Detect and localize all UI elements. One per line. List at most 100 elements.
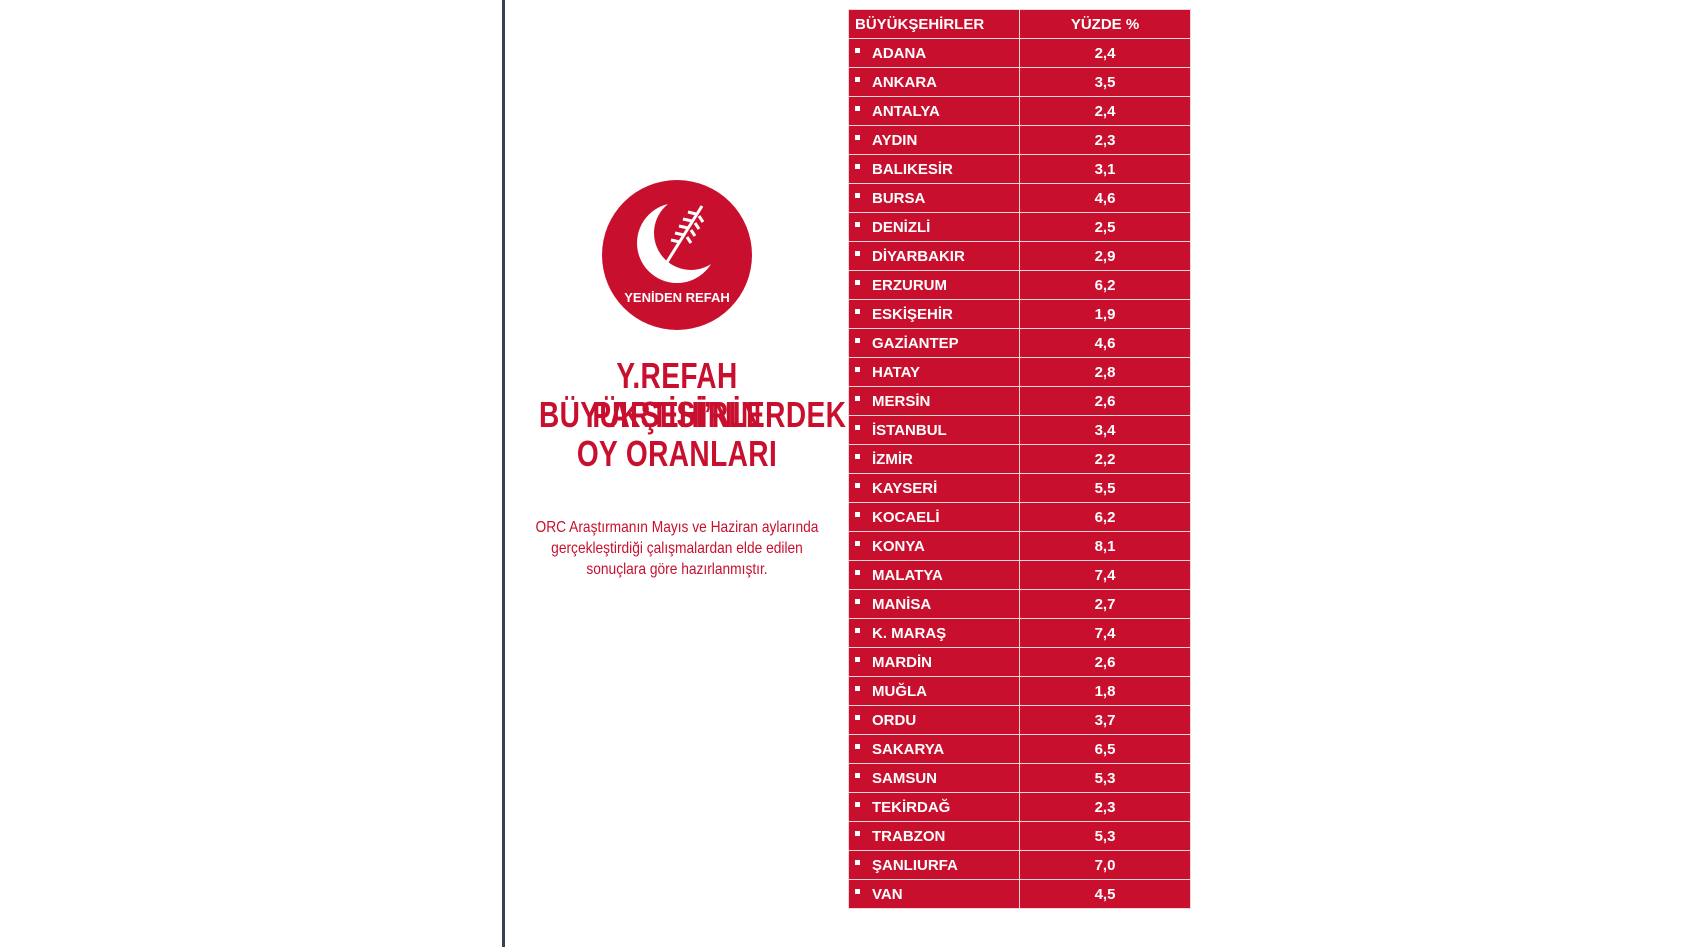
bullet [855,860,860,866]
city-name: ADANA [872,44,927,62]
city-cell: K. MARAŞ [848,618,1020,648]
city-cell: DİYARBAKIR [848,241,1020,271]
table-row: ŞANLIURFA 7,0 [848,850,1191,880]
city-name: ANKARA [872,73,937,91]
table-row: ORDU 3,7 [848,705,1191,735]
logo: YENİDEN REFAH [602,180,752,330]
city-cell: HATAY [848,357,1020,387]
table-row: ANKARA 3,5 [848,67,1191,97]
table-row: MALATYA 7,4 [848,560,1191,590]
city-cell: KONYA [848,531,1020,561]
city-cell: MANİSA [848,589,1020,619]
bullet [855,396,860,402]
table-row: HATAY 2,8 [848,357,1191,387]
table-row: MARDİN 2,6 [848,647,1191,677]
percent-cell: 4,5 [1019,879,1191,909]
percent-cell: 3,5 [1019,67,1191,97]
percent-cell: 4,6 [1019,328,1191,358]
table-row: VAN 4,5 [848,879,1191,909]
percent-cell: 5,5 [1019,473,1191,503]
bullet [855,773,860,779]
percent-cell: 1,8 [1019,676,1191,706]
city-name: ERZURUM [872,276,947,294]
city-name: K. MARAŞ [872,624,947,642]
note: ORC Araştırmanın Mayıs ve Haziran ayları… [535,519,819,536]
bullet [855,251,860,257]
city-name: GAZİANTEP [872,334,959,352]
percent-cell: 2,3 [1019,125,1191,155]
column-header: YÜZDE % [1019,9,1191,39]
bullet [855,889,860,895]
city-name: SAMSUN [872,769,938,787]
percent-cell: 2,2 [1019,444,1191,474]
percent-cell: 2,3 [1019,792,1191,822]
percent-cell: 3,4 [1019,415,1191,445]
city-cell: DENİZLİ [848,212,1020,242]
bullet [855,628,860,634]
city-name: DENİZLİ [872,218,931,236]
bullet [855,657,860,663]
percent-cell: 2,4 [1019,96,1191,126]
city-name: MUĞLA [872,682,927,700]
bullet [855,831,860,837]
table-row: ADANA 2,4 [848,38,1191,68]
table-row: ESKİŞEHİR 1,9 [848,299,1191,329]
city-cell: ŞANLIURFA [848,850,1020,880]
bullet [855,599,860,605]
bullet [855,570,860,576]
city-name: MARDİN [872,653,932,671]
city-cell: TEKİRDAĞ [848,792,1020,822]
table-row: KOCAELİ 6,2 [848,502,1191,532]
table-row: KONYA 8,1 [848,531,1191,561]
bullet [855,77,860,83]
percent-cell: 7,0 [1019,850,1191,880]
city-cell: MERSİN [848,386,1020,416]
table-row: İZMİR 2,2 [848,444,1191,474]
city-cell: BALIKESİR [848,154,1020,184]
bullet [855,802,860,808]
bullet [855,686,860,692]
city-cell: ADANA [848,38,1020,68]
bullet [855,106,860,112]
percent-cell: 6,5 [1019,734,1191,764]
table-row: BURSA 4,6 [848,183,1191,213]
table-row: KAYSERİ 5,5 [848,473,1191,503]
city-name: MANİSA [872,595,932,613]
city-name: DİYARBAKIR [872,247,965,265]
percent-cell: 6,2 [1019,502,1191,532]
column-header: BÜYÜKŞEHİRLER [848,9,1020,39]
city-name: SAKARYA [872,740,945,758]
city-name: ŞANLIURFA [872,856,958,874]
city-cell: ANKARA [848,67,1020,97]
bullet [855,425,860,431]
bullet [855,454,860,460]
percent-cell: 4,6 [1019,183,1191,213]
table-row: K. MARAŞ 7,4 [848,618,1191,648]
percent-cell: 7,4 [1019,618,1191,648]
bullet [855,367,860,373]
percent-cell: 1,9 [1019,299,1191,329]
table-row: SAKARYA 6,5 [848,734,1191,764]
city-cell: GAZİANTEP [848,328,1020,358]
percent-cell: 6,2 [1019,270,1191,300]
title: BÜYÜKŞEHİRLERDEKİ [538,394,855,435]
city-name: BURSA [872,189,926,207]
table-row: ANTALYA 2,4 [848,96,1191,126]
bullet [855,193,860,199]
percent-cell: 2,6 [1019,386,1191,416]
city-cell: MARDİN [848,647,1020,677]
bullet [855,309,860,315]
bullet [855,483,860,489]
table-row: MUĞLA 1,8 [848,676,1191,706]
city-name: TRABZON [872,827,946,845]
city-cell: AYDIN [848,125,1020,155]
table-row: ERZURUM 6,2 [848,270,1191,300]
note: gerçekleştirdiği çalışmalardan elde edil… [551,540,803,557]
percent-cell: 2,8 [1019,357,1191,387]
city-cell: VAN [848,879,1020,909]
percent-cell: 2,6 [1019,647,1191,677]
table-row: AYDIN 2,3 [848,125,1191,155]
percent-cell: 2,5 [1019,212,1191,242]
table-row: DENİZLİ 2,5 [848,212,1191,242]
table-row: İSTANBUL 3,4 [848,415,1191,445]
